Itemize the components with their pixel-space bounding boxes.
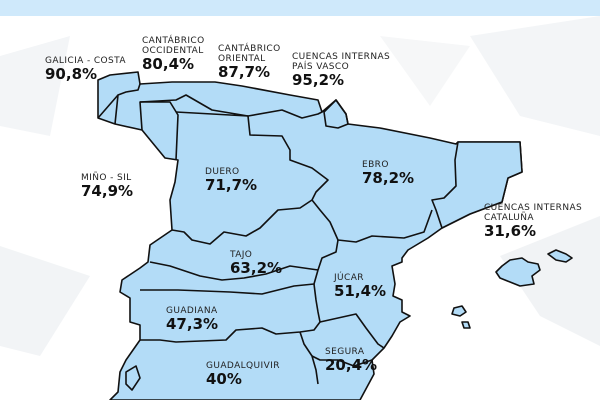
basin-name: MIÑO - SIL xyxy=(81,173,132,183)
basin-label-cantabrico-occidental: CANTÁBRICO OCCIDENTAL 80,4% xyxy=(142,36,205,73)
basin-name: SEGURA xyxy=(325,347,365,357)
basin-name: CUENCAS INTERNAS PAÍS VASCO xyxy=(292,52,391,72)
basin-name: GUADIANA xyxy=(166,306,218,316)
basin-name: JÚCAR xyxy=(334,273,364,283)
ibiza-island xyxy=(451,305,467,317)
basin-value: 95,2% xyxy=(292,71,345,89)
menorca-island xyxy=(547,249,573,263)
basin-value: 90,8% xyxy=(45,65,98,83)
basin-value: 51,4% xyxy=(334,282,387,300)
basin-value: 87,7% xyxy=(218,63,271,81)
basin-value: 63,2% xyxy=(230,259,283,277)
basin-label-tajo: TAJO 63,2% xyxy=(230,250,282,277)
basin-label-ebro: EBRO 78,2% xyxy=(362,160,414,187)
basin-value: 71,7% xyxy=(205,176,258,194)
basin-name: GUADALQUIVIR xyxy=(206,361,280,371)
basin-value: 78,2% xyxy=(362,169,415,187)
basin-label-mino-sil: MIÑO - SIL 74,9% xyxy=(81,173,133,200)
basin-label-cuencas-internas-pais-vasco: CUENCAS INTERNAS PAÍS VASCO 95,2% xyxy=(292,52,390,89)
basin-borders xyxy=(97,83,433,391)
basin-name: TAJO xyxy=(230,250,253,260)
basin-name: CANTÁBRICO ORIENTAL xyxy=(218,44,281,64)
basin-label-jucar: JÚCAR 51,4% xyxy=(334,273,386,300)
formentera-island xyxy=(461,321,471,329)
background-decoration xyxy=(0,16,600,356)
basin-label-cantabrico-oriental: CANTÁBRICO ORIENTAL 87,7% xyxy=(218,44,281,81)
basin-label-cuencas-internas-cataluna: CUENCAS INTERNAS CATALUÑA 31,6% xyxy=(484,203,582,240)
basin-value: 20,4% xyxy=(325,356,378,374)
peninsula-outline xyxy=(97,71,523,400)
basin-label-galicia-costa: GALICIA - COSTA 90,8% xyxy=(45,56,126,83)
basin-name: EBRO xyxy=(362,160,389,170)
basin-value: 40% xyxy=(206,370,242,388)
basin-name: GALICIA - COSTA xyxy=(45,56,126,66)
header-bar xyxy=(0,0,600,16)
basin-label-guadalquivir: GUADALQUIVIR 40% xyxy=(206,361,280,388)
basin-value: 80,4% xyxy=(142,55,195,73)
basin-label-segura: SEGURA 20,4% xyxy=(325,347,377,374)
basin-name: CANTÁBRICO OCCIDENTAL xyxy=(142,36,205,56)
basin-label-duero: DUERO 71,7% xyxy=(205,167,257,194)
cataluna-region xyxy=(431,141,523,229)
basin-value: 74,9% xyxy=(81,182,134,200)
basin-value: 31,6% xyxy=(484,222,537,240)
mallorca-island xyxy=(495,257,541,287)
basin-value: 47,3% xyxy=(166,315,219,333)
basin-label-guadiana: GUADIANA 47,3% xyxy=(166,306,218,333)
basin-name: DUERO xyxy=(205,167,240,177)
basin-name: CUENCAS INTERNAS CATALUÑA xyxy=(484,203,583,223)
